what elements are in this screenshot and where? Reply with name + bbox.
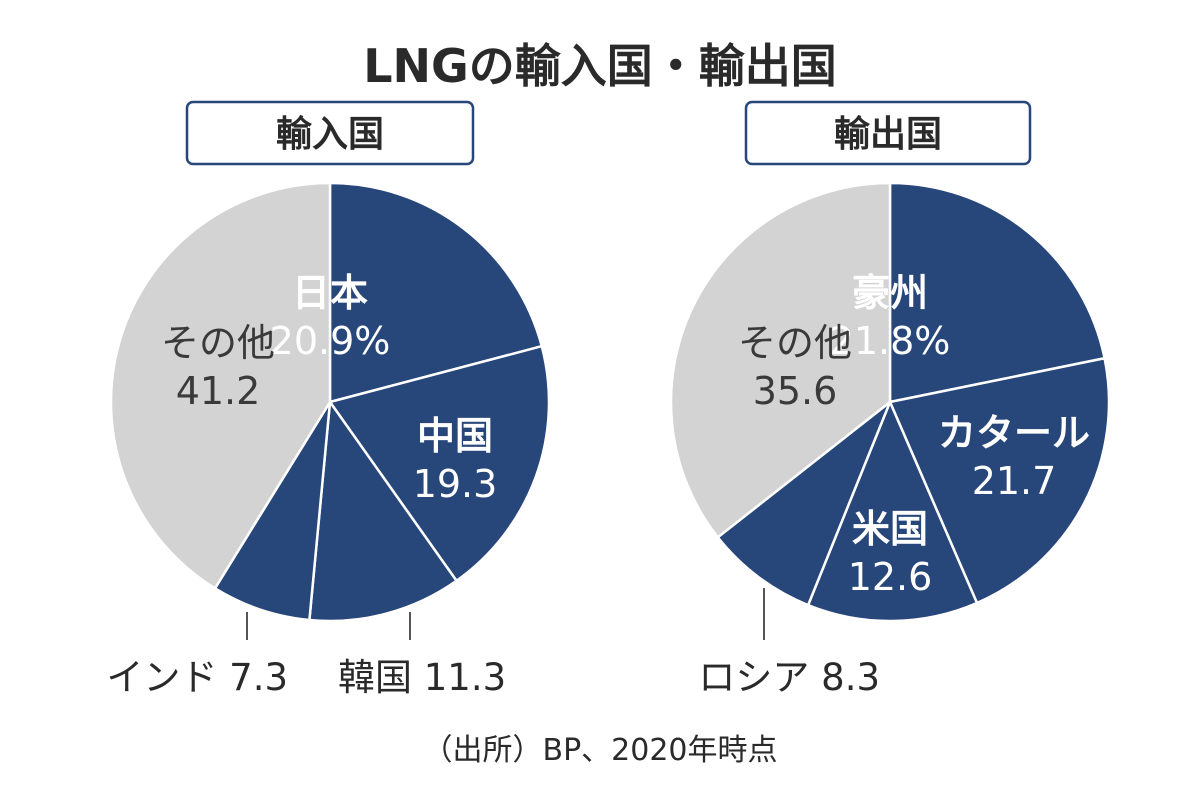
callout-label: 韓国 11.3 [338, 656, 506, 699]
panel-title: 輸入国 [276, 114, 384, 155]
panel-title-box [185, 100, 475, 166]
source-note: （出所）BP、2020年時点 [422, 733, 777, 768]
chart-title: LNGの輸入国・輸出国 [363, 39, 837, 93]
pie-slice-中国 [328, 344, 551, 583]
slice-label-name: 中国 [417, 414, 493, 458]
pie-slice-その他 [669, 181, 892, 539]
pie-slice-豪州 [888, 181, 1106, 404]
slice-label-name: 日本 [292, 271, 368, 315]
slice-label-value: 20.9% [270, 319, 391, 363]
slice-label-value: 12.6 [848, 555, 933, 599]
callout-label: ロシア 8.3 [698, 656, 880, 699]
pie-slice-インド [213, 400, 332, 622]
pie-slice-その他 [109, 181, 332, 590]
slice-label-value: 21.8% [830, 319, 951, 363]
slice-label-name: 米国 [852, 507, 928, 551]
callout-label: インド 7.3 [106, 656, 288, 699]
slice-label-name: カタール [938, 411, 1090, 455]
slice-label-name: その他 [738, 321, 852, 365]
slice-label-name: その他 [161, 321, 275, 365]
slice-label-name: 豪州 [852, 271, 928, 315]
slice-label-value: 21.7 [972, 459, 1057, 503]
pie-slice-ロシア [716, 400, 892, 607]
pie-slice-韓国 [308, 400, 458, 623]
panel-title-box [744, 100, 1032, 166]
pie-slice-日本 [328, 181, 544, 404]
slice-label-value: 19.3 [413, 462, 498, 506]
panel-title: 輸出国 [834, 114, 942, 155]
pie-slice-米国 [806, 400, 979, 623]
slice-label-value: 35.6 [753, 369, 838, 413]
slice-label-value: 41.2 [176, 369, 261, 413]
pie-slice-カタール [888, 357, 1111, 605]
